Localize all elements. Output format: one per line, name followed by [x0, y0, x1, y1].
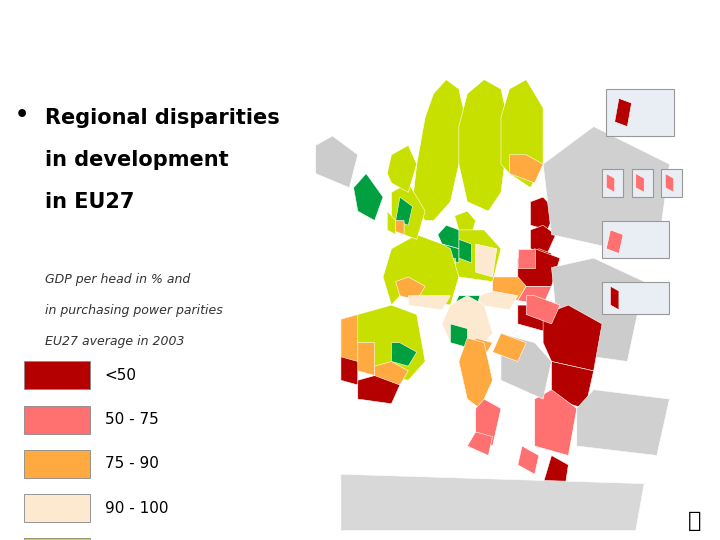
- Polygon shape: [392, 220, 404, 234]
- Text: 90 - 100: 90 - 100: [104, 501, 168, 516]
- Polygon shape: [531, 197, 556, 230]
- Polygon shape: [492, 277, 526, 300]
- Polygon shape: [510, 155, 543, 183]
- Text: Regional disparities: Regional disparities: [45, 108, 279, 128]
- Polygon shape: [467, 338, 492, 357]
- FancyBboxPatch shape: [24, 406, 89, 434]
- Polygon shape: [438, 225, 459, 249]
- Polygon shape: [543, 305, 602, 371]
- Polygon shape: [451, 230, 501, 281]
- Polygon shape: [518, 446, 539, 474]
- Polygon shape: [518, 249, 535, 267]
- Text: GDP per head in % and: GDP per head in % and: [45, 273, 190, 286]
- Bar: [602, 169, 623, 197]
- Polygon shape: [392, 183, 425, 239]
- Polygon shape: [480, 291, 518, 310]
- Polygon shape: [392, 343, 417, 366]
- Polygon shape: [442, 258, 454, 272]
- Text: 50 - 75: 50 - 75: [104, 412, 158, 427]
- Text: <50: <50: [104, 368, 137, 383]
- Text: in EU27: in EU27: [45, 192, 134, 212]
- FancyBboxPatch shape: [24, 494, 89, 522]
- Polygon shape: [387, 145, 417, 192]
- Text: in development: in development: [45, 150, 228, 170]
- Bar: [606, 89, 674, 136]
- Bar: [661, 169, 682, 197]
- Polygon shape: [636, 173, 644, 192]
- Polygon shape: [615, 98, 631, 126]
- Polygon shape: [526, 296, 560, 324]
- Bar: [602, 281, 670, 314]
- Polygon shape: [396, 277, 425, 300]
- Polygon shape: [349, 305, 425, 380]
- Polygon shape: [459, 338, 492, 408]
- Text: •: •: [15, 105, 30, 125]
- Polygon shape: [501, 333, 552, 399]
- Polygon shape: [476, 399, 501, 446]
- Text: 🌍: 🌍: [688, 511, 701, 531]
- Polygon shape: [543, 455, 568, 493]
- Polygon shape: [476, 244, 497, 277]
- Polygon shape: [606, 230, 623, 253]
- Polygon shape: [341, 357, 358, 385]
- Polygon shape: [354, 173, 383, 220]
- Text: EU27 average in 2003: EU27 average in 2003: [45, 335, 184, 348]
- Polygon shape: [467, 432, 492, 455]
- Bar: [602, 220, 670, 258]
- Polygon shape: [315, 136, 358, 187]
- Polygon shape: [442, 296, 492, 352]
- Polygon shape: [518, 286, 552, 305]
- Polygon shape: [459, 79, 510, 211]
- Polygon shape: [577, 390, 670, 455]
- FancyBboxPatch shape: [24, 361, 89, 389]
- Polygon shape: [535, 390, 577, 455]
- FancyBboxPatch shape: [24, 450, 89, 478]
- Polygon shape: [454, 211, 476, 234]
- Text: 75 - 90: 75 - 90: [104, 456, 158, 471]
- Polygon shape: [341, 474, 644, 531]
- Polygon shape: [408, 296, 451, 310]
- FancyBboxPatch shape: [24, 538, 89, 540]
- Polygon shape: [606, 173, 615, 192]
- Polygon shape: [459, 239, 472, 263]
- Bar: [631, 169, 652, 197]
- Polygon shape: [358, 343, 374, 376]
- Polygon shape: [492, 333, 526, 361]
- Polygon shape: [383, 234, 459, 305]
- Polygon shape: [358, 376, 400, 404]
- Polygon shape: [413, 79, 467, 220]
- Polygon shape: [387, 211, 396, 234]
- Polygon shape: [518, 305, 560, 333]
- Polygon shape: [374, 361, 408, 385]
- Polygon shape: [501, 79, 543, 187]
- Polygon shape: [442, 244, 459, 263]
- Polygon shape: [552, 258, 644, 361]
- Polygon shape: [611, 286, 619, 310]
- Polygon shape: [454, 296, 480, 310]
- Polygon shape: [518, 249, 560, 286]
- Polygon shape: [451, 324, 467, 347]
- Polygon shape: [552, 361, 593, 408]
- Polygon shape: [396, 197, 413, 225]
- Polygon shape: [531, 249, 552, 277]
- Polygon shape: [341, 314, 358, 385]
- Text: in purchasing power parities: in purchasing power parities: [45, 304, 222, 317]
- Polygon shape: [665, 173, 674, 192]
- Polygon shape: [531, 225, 556, 253]
- Polygon shape: [543, 126, 670, 258]
